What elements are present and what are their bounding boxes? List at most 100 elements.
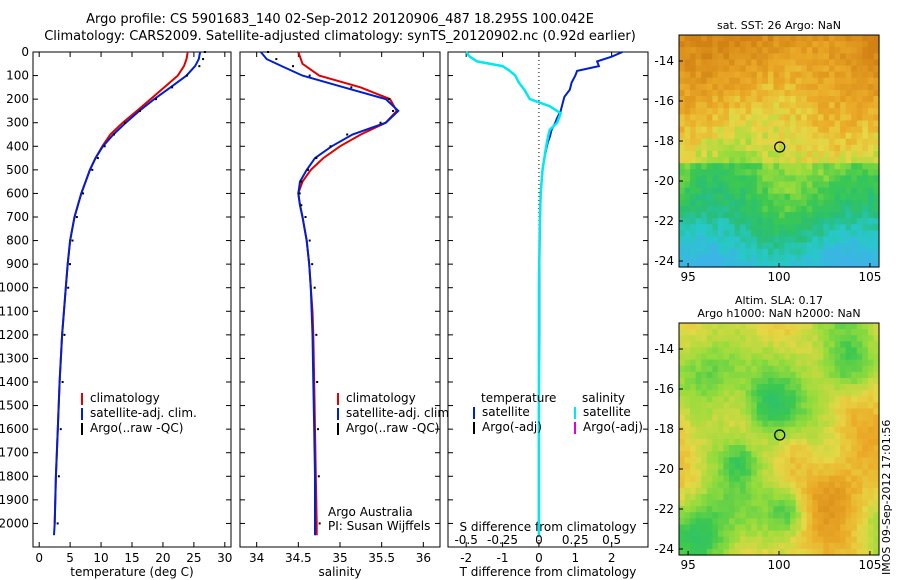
map-cell bbox=[867, 114, 875, 122]
map-cell bbox=[767, 236, 775, 244]
map-cell bbox=[873, 71, 880, 79]
map-cell bbox=[823, 408, 830, 416]
map-cell bbox=[734, 500, 741, 507]
map-cell bbox=[706, 193, 713, 201]
map-cell bbox=[695, 365, 702, 373]
map-cell bbox=[834, 493, 841, 501]
map-cell bbox=[862, 530, 869, 538]
map-cell bbox=[823, 487, 830, 495]
map-cell bbox=[751, 487, 758, 495]
map-cell bbox=[773, 181, 780, 189]
map-cell bbox=[773, 542, 780, 550]
map-cell bbox=[740, 500, 747, 507]
y-tick-label: 2000 bbox=[0, 516, 29, 530]
map-cell bbox=[862, 144, 869, 152]
map-cell bbox=[723, 114, 730, 122]
map-cell bbox=[767, 487, 775, 495]
x-tick-label: 35 bbox=[332, 551, 347, 565]
map-cell bbox=[834, 475, 841, 483]
map-cell bbox=[856, 138, 863, 146]
plot-frame bbox=[447, 51, 649, 548]
map-cell bbox=[834, 157, 841, 164]
map-cell bbox=[679, 89, 686, 97]
map-cell bbox=[801, 426, 808, 434]
map-cell bbox=[751, 230, 758, 238]
map-cell bbox=[834, 254, 841, 262]
map-cell bbox=[851, 35, 858, 42]
map-cell bbox=[679, 199, 686, 207]
map-cell bbox=[779, 47, 786, 54]
map-cell bbox=[779, 536, 786, 544]
map-cell bbox=[729, 384, 736, 391]
map-cell bbox=[795, 481, 802, 489]
map-cell bbox=[723, 163, 730, 170]
map-cell bbox=[762, 518, 769, 526]
map-cell bbox=[795, 120, 802, 128]
map-cell bbox=[784, 53, 791, 61]
map-cell bbox=[795, 487, 802, 495]
map-cell bbox=[790, 408, 797, 416]
map-cell bbox=[729, 396, 736, 403]
map-cell bbox=[867, 341, 875, 349]
map-cell bbox=[840, 500, 847, 507]
map-cell bbox=[779, 487, 786, 495]
map-cell bbox=[745, 41, 752, 48]
map-cell bbox=[806, 47, 813, 54]
map-cell bbox=[834, 71, 841, 79]
map-cell bbox=[806, 500, 813, 507]
map-cell bbox=[790, 463, 797, 471]
map-cell bbox=[706, 230, 713, 238]
map-cell bbox=[840, 138, 847, 146]
map-cell bbox=[773, 236, 780, 244]
map-cell bbox=[734, 463, 741, 471]
map-cell bbox=[862, 420, 869, 428]
map-cell bbox=[679, 377, 686, 385]
map-cell bbox=[840, 439, 847, 446]
map-cell bbox=[773, 53, 780, 61]
map-cell bbox=[801, 53, 808, 61]
map-cell bbox=[751, 506, 758, 513]
map-cell bbox=[701, 236, 708, 244]
map-cell bbox=[723, 254, 730, 262]
map-cell bbox=[679, 212, 686, 219]
map-cell bbox=[790, 542, 797, 550]
map-cell bbox=[873, 254, 880, 262]
map-cell bbox=[823, 71, 830, 79]
map-cell bbox=[756, 469, 763, 477]
map-cell bbox=[734, 47, 741, 54]
map-cell bbox=[745, 365, 752, 373]
map-cell bbox=[840, 47, 847, 54]
map-cell bbox=[706, 248, 713, 256]
map-cell bbox=[706, 224, 713, 231]
y-tick-label: 400 bbox=[6, 139, 29, 153]
map-cell bbox=[845, 108, 852, 115]
map-cell bbox=[867, 518, 875, 526]
map-cell bbox=[745, 248, 752, 256]
map-cell bbox=[762, 445, 769, 452]
map-cell bbox=[784, 181, 791, 189]
map-cell bbox=[834, 120, 841, 128]
map-cell bbox=[740, 530, 747, 538]
map-cell bbox=[734, 396, 741, 403]
map-cell bbox=[751, 126, 758, 134]
map-cell bbox=[695, 163, 702, 170]
map-cell bbox=[762, 463, 769, 471]
map-cell bbox=[823, 536, 830, 544]
map-cell bbox=[862, 341, 869, 349]
map-cell bbox=[762, 205, 769, 213]
map-cell bbox=[845, 335, 852, 342]
map-cell bbox=[734, 169, 741, 177]
map-cell bbox=[873, 193, 880, 201]
map-cell bbox=[812, 347, 819, 355]
map-cell bbox=[867, 41, 875, 48]
map-cell bbox=[756, 230, 763, 238]
series-argo-point bbox=[267, 51, 269, 53]
map-cell bbox=[834, 77, 841, 85]
map-cell bbox=[745, 426, 752, 434]
map-cell bbox=[823, 242, 830, 250]
map-cell bbox=[862, 469, 869, 477]
map-cell bbox=[823, 83, 830, 91]
map-cell bbox=[840, 390, 847, 397]
map-cell bbox=[845, 132, 852, 140]
map-cell bbox=[751, 254, 758, 262]
